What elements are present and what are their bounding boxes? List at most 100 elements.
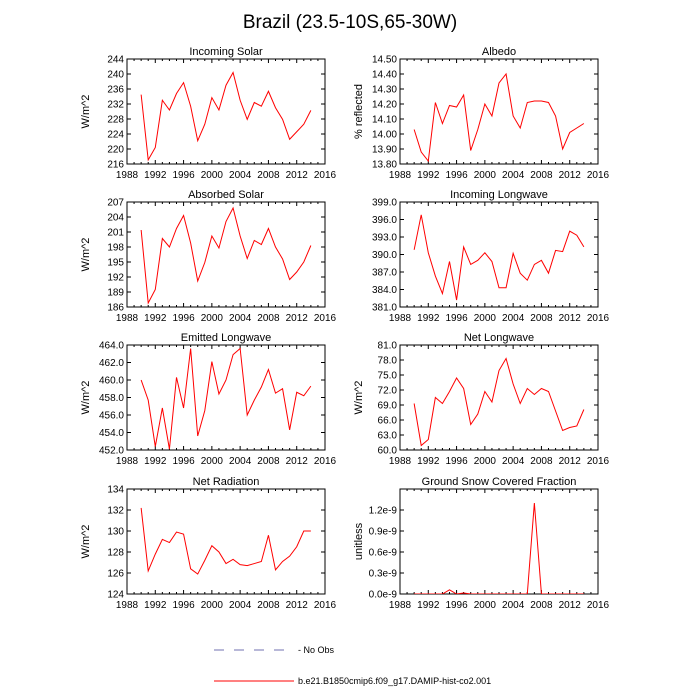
y-axis-label: W/m^2 bbox=[80, 525, 92, 559]
x-tick-label: 2016 bbox=[314, 313, 337, 324]
x-tick-label: 2000 bbox=[201, 456, 224, 467]
x-tick-label: 1996 bbox=[172, 313, 195, 324]
y-tick-label: 396.0 bbox=[372, 215, 397, 226]
x-tick-label: 2016 bbox=[314, 456, 337, 467]
x-tick-label: 2004 bbox=[229, 600, 252, 611]
panel-title: Albedo bbox=[482, 46, 516, 58]
y-tick-label: 81.0 bbox=[378, 341, 398, 352]
y-axis-label: W/m^2 bbox=[353, 381, 365, 415]
y-tick-label: 201 bbox=[107, 228, 124, 239]
y-tick-label: 198 bbox=[107, 243, 124, 254]
y-axis-label: W/m^2 bbox=[80, 381, 92, 415]
x-tick-label: 2012 bbox=[286, 456, 309, 467]
y-axis-label: unitless bbox=[353, 522, 365, 560]
x-tick-label: 2016 bbox=[587, 456, 610, 467]
y-tick-label: 14.40 bbox=[372, 70, 397, 81]
x-tick-label: 1988 bbox=[389, 170, 412, 181]
x-tick-label: 1988 bbox=[116, 170, 139, 181]
y-tick-label: 134 bbox=[107, 485, 124, 496]
y-tick-label: 228 bbox=[107, 115, 124, 126]
plot-frame bbox=[126, 58, 326, 165]
x-tick-label: 1996 bbox=[172, 600, 195, 611]
x-tick-label: 2004 bbox=[502, 313, 525, 324]
x-tick-label: 1996 bbox=[172, 456, 195, 467]
y-tick-label: 207 bbox=[107, 198, 124, 209]
x-tick-label: 2016 bbox=[314, 170, 337, 181]
y-tick-label: 186 bbox=[107, 303, 124, 314]
y-axis-label: W/m^2 bbox=[80, 238, 92, 272]
x-tick-label: 2004 bbox=[229, 170, 252, 181]
panel-title: Incoming Longwave bbox=[450, 189, 548, 201]
x-tick-label: 1996 bbox=[445, 313, 468, 324]
x-tick-label: 2004 bbox=[229, 313, 252, 324]
panel-title: Absorbed Solar bbox=[188, 189, 264, 201]
panel-net-longwave: Net Longwave 1988 1992 1996 2000 2004 2008 2012… bbox=[353, 332, 610, 467]
legend-obs-label: - No Obs bbox=[298, 645, 335, 655]
y-tick-label: 387.0 bbox=[372, 268, 397, 279]
plot-frame bbox=[399, 488, 599, 595]
plot-frame bbox=[126, 201, 326, 308]
x-tick-label: 1992 bbox=[417, 170, 440, 181]
series-line bbox=[413, 72, 585, 163]
y-tick-label: 399.0 bbox=[372, 198, 397, 209]
x-tick-label: 1992 bbox=[144, 600, 167, 611]
panel-incoming-solar: Incoming Solar 1988 1992 1996 2000 2004 2008 20… bbox=[80, 46, 337, 181]
x-tick-label: 2000 bbox=[474, 313, 497, 324]
y-tick-label: 124 bbox=[107, 590, 124, 601]
x-tick-label: 1992 bbox=[417, 600, 440, 611]
x-tick-label: 2008 bbox=[530, 600, 553, 611]
y-tick-label: 236 bbox=[107, 85, 124, 96]
y-tick-label: 1.2e-9 bbox=[369, 506, 398, 517]
y-tick-label: 195 bbox=[107, 258, 124, 269]
y-tick-label: 78.0 bbox=[378, 356, 398, 367]
x-tick-label: 2004 bbox=[502, 600, 525, 611]
x-tick-label: 1988 bbox=[389, 313, 412, 324]
y-tick-label: 464.0 bbox=[99, 341, 124, 352]
x-tick-label: 1988 bbox=[116, 456, 139, 467]
plot-frame bbox=[399, 201, 599, 308]
x-tick-label: 2012 bbox=[286, 170, 309, 181]
y-tick-label: 14.50 bbox=[372, 55, 397, 66]
panel-ground-snow-covered-fraction: Ground Snow Covered Fraction 1988 1992 1996… bbox=[353, 476, 610, 611]
y-tick-label: 220 bbox=[107, 145, 124, 156]
panel-title: Incoming Solar bbox=[189, 46, 263, 58]
y-tick-label: 0.0e-9 bbox=[369, 590, 398, 601]
x-tick-label: 2008 bbox=[257, 456, 280, 467]
x-tick-label: 2016 bbox=[587, 313, 610, 324]
x-tick-label: 2000 bbox=[201, 600, 224, 611]
y-tick-label: 456.0 bbox=[99, 411, 124, 422]
panel-emitted-longwave: Emitted Longwave 1988 1992 1996 2000 2004 2008… bbox=[80, 332, 337, 467]
x-tick-label: 2012 bbox=[286, 600, 309, 611]
panel-incoming-longwave: Incoming Longwave 1988 1992 1996 2000 2004 200… bbox=[372, 189, 610, 324]
y-tick-label: 130 bbox=[107, 527, 124, 538]
panel-net-radiation: Net Radiation 1988 1992 1996 2000 2004 2008 201… bbox=[80, 476, 337, 611]
x-tick-label: 2016 bbox=[587, 600, 610, 611]
y-tick-label: 14.00 bbox=[372, 130, 397, 141]
series-line bbox=[140, 507, 311, 575]
x-tick-label: 2004 bbox=[502, 170, 525, 181]
x-tick-label: 1988 bbox=[389, 600, 412, 611]
x-tick-label: 1992 bbox=[417, 456, 440, 467]
x-tick-label: 2008 bbox=[530, 456, 553, 467]
x-tick-label: 1996 bbox=[445, 600, 468, 611]
x-tick-label: 2008 bbox=[257, 600, 280, 611]
x-tick-label: 2012 bbox=[559, 313, 582, 324]
series-line bbox=[414, 502, 584, 594]
y-tick-label: 132 bbox=[107, 506, 124, 517]
y-tick-label: 189 bbox=[107, 288, 124, 299]
y-tick-label: 454.0 bbox=[99, 428, 124, 439]
chart-panels: Incoming Solar 1988 1992 1996 2000 2004 2008 20… bbox=[80, 46, 610, 611]
panel-title: Emitted Longwave bbox=[181, 332, 272, 344]
x-tick-label: 2008 bbox=[530, 170, 553, 181]
x-tick-label: 2012 bbox=[286, 313, 309, 324]
x-tick-label: 1996 bbox=[172, 170, 195, 181]
y-tick-label: 216 bbox=[107, 160, 124, 171]
x-tick-label: 1992 bbox=[144, 313, 167, 324]
y-tick-label: 60.0 bbox=[378, 446, 398, 457]
x-tick-label: 2000 bbox=[201, 170, 224, 181]
series-line bbox=[413, 214, 585, 301]
panel-title: Net Radiation bbox=[193, 476, 260, 488]
y-tick-label: 452.0 bbox=[99, 446, 124, 457]
series-line bbox=[140, 206, 312, 305]
